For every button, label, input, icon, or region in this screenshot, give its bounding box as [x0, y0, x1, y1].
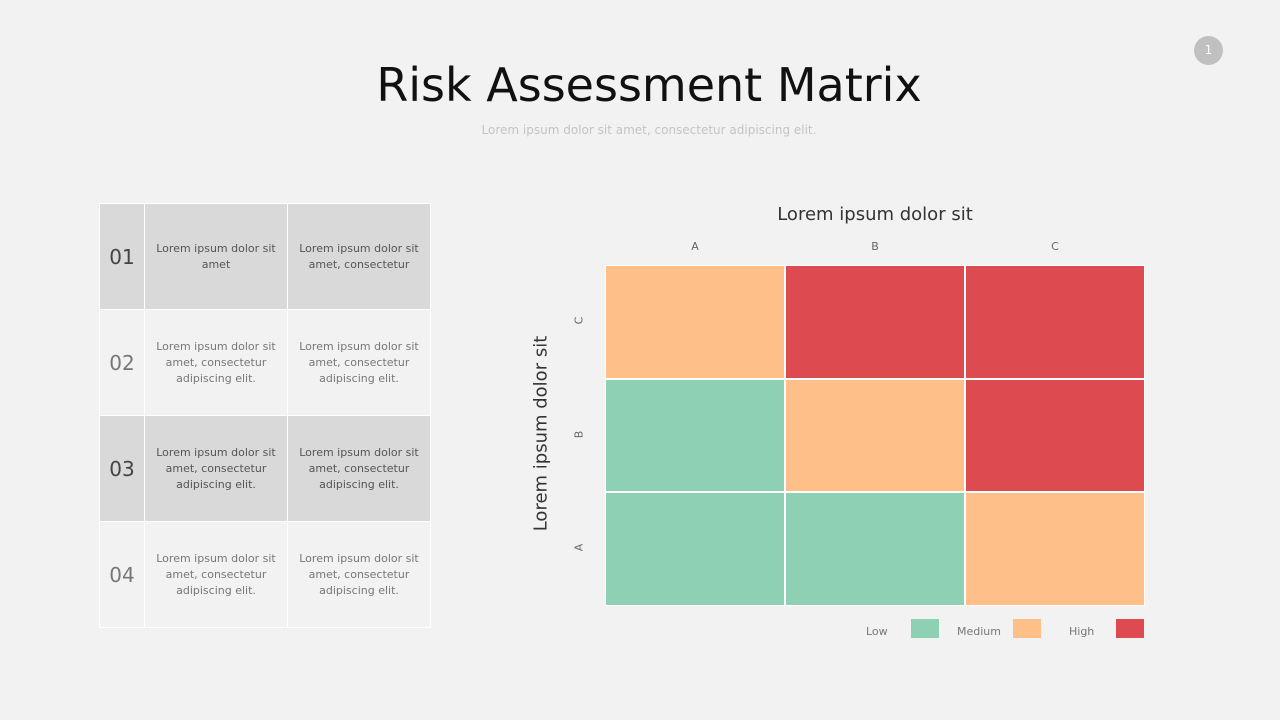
- heatmap-cell-A-B-low: [785, 492, 965, 607]
- row-cell: Lorem ipsum dolor sit amet, consectetur …: [287, 521, 431, 628]
- row-cell: Lorem ipsum dolor sit amet, consectetur …: [144, 521, 288, 628]
- row-cell: Lorem ipsum dolor sit amet, consectetur …: [144, 309, 288, 416]
- row-number: 02: [99, 309, 145, 416]
- x-tick-label: A: [691, 240, 699, 253]
- heatmap-cell-C-B-high: [785, 265, 965, 379]
- row-cell: Lorem ipsum dolor sit amet, consectetur …: [144, 415, 288, 522]
- y-tick-label: B: [572, 430, 586, 438]
- table-row: 04 Lorem ipsum dolor sit amet, consectetu…: [99, 521, 431, 628]
- row-number: 03: [99, 415, 145, 522]
- table-row: 03 Lorem ipsum dolor sit amet, consectetu…: [99, 415, 431, 522]
- row-number: 01: [99, 203, 145, 310]
- row-cell: Lorem ipsum dolor sit amet, consectetur: [287, 203, 431, 310]
- table-row: 02 Lorem ipsum dolor sit amet, consectetu…: [99, 309, 431, 416]
- legend-swatch-low: [911, 619, 939, 638]
- heatmap-cell-A-C-medium: [965, 492, 1145, 607]
- page-number-badge: 1: [1194, 36, 1223, 65]
- table-row: 01 Lorem ipsum dolor sit amet Lorem ipsum …: [99, 203, 431, 310]
- row-cell: Lorem ipsum dolor sit amet: [144, 203, 288, 310]
- heatmap-cell-B-A-low: [605, 378, 785, 493]
- legend-label: Low: [866, 625, 888, 638]
- legend-swatch-high: [1116, 619, 1144, 638]
- y-tick-label: C: [572, 316, 586, 325]
- heatmap-cell-A-A-low: [605, 492, 785, 607]
- legend-label: Medium: [957, 625, 1001, 638]
- x-tick-label: C: [1051, 240, 1059, 253]
- row-number: 04: [99, 521, 145, 628]
- heatmap-cell-B-B-medium: [785, 378, 965, 493]
- row-cell: Lorem ipsum dolor sit amet, consectetur …: [287, 415, 431, 522]
- x-tick-label: B: [871, 240, 879, 253]
- y-axis-label: Lorem ipsum dolor sit: [530, 335, 552, 532]
- heatmap-cell-C-A-medium: [605, 265, 785, 379]
- legend-label: High: [1069, 625, 1095, 638]
- heatmap-cell-C-C-high: [965, 265, 1145, 379]
- y-tick-label: A: [572, 543, 586, 552]
- chart-title: Lorem ipsum dolor sit: [777, 204, 973, 225]
- page-title: Risk Assessment Matrix: [376, 58, 922, 112]
- heatmap-cell-B-C-high: [965, 378, 1145, 493]
- row-cell: Lorem ipsum dolor sit amet, consectetur …: [287, 309, 431, 416]
- risk-table: 01 Lorem ipsum dolor sit amet Lorem ipsum …: [99, 203, 431, 628]
- page-subtitle: Lorem ipsum dolor sit amet, consectetur …: [481, 123, 817, 137]
- legend-swatch-medium: [1013, 619, 1041, 638]
